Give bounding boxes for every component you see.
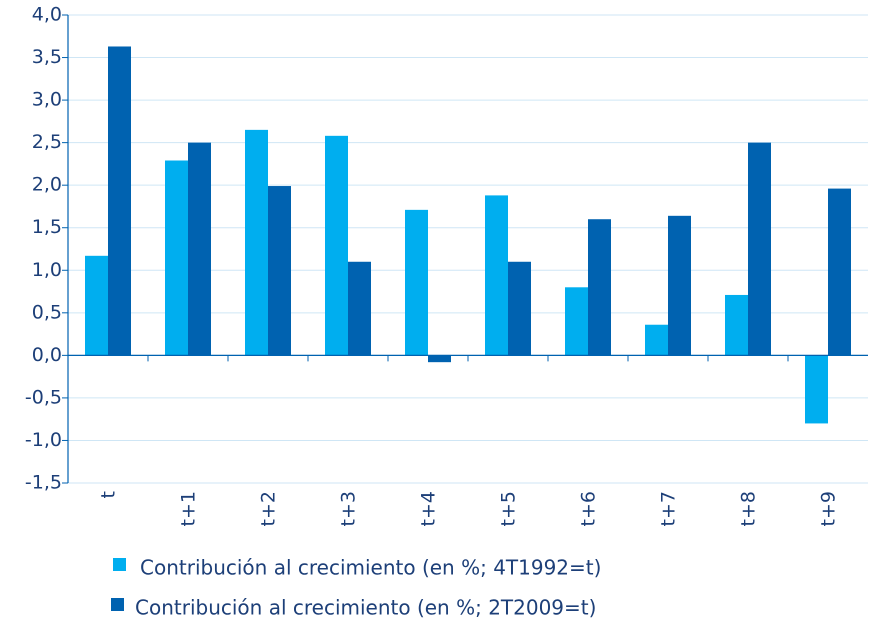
bar: [805, 355, 828, 424]
bar: [85, 255, 108, 356]
bar: [588, 219, 611, 356]
bar: [348, 261, 371, 356]
bar: [668, 215, 691, 356]
bar: [245, 129, 268, 356]
bar: [645, 324, 668, 356]
x-tick-label: t+7: [658, 491, 680, 526]
legend-swatch: [111, 598, 124, 611]
y-tick-label: -0,5: [25, 386, 62, 408]
bar: [428, 355, 451, 363]
y-tick-label: 3,5: [32, 46, 62, 68]
x-tick-label: t: [98, 491, 120, 498]
y-tick-label: 0,5: [32, 301, 62, 323]
bar: [325, 135, 348, 356]
bar: [108, 46, 131, 356]
x-tick-label: t+5: [498, 491, 520, 526]
legend-swatch: [113, 558, 126, 571]
y-tick-label: 4,0: [32, 4, 62, 26]
y-tick-label: 2,0: [32, 174, 62, 196]
x-tick-label: t+3: [338, 491, 360, 526]
bar: [828, 188, 851, 356]
bar: [725, 294, 748, 356]
y-tick-label: 1,0: [32, 259, 62, 281]
bar: [485, 195, 508, 356]
y-tick-label: 3,0: [32, 89, 62, 111]
legend-label: Contribución al crecimiento (en %; 2T200…: [135, 596, 596, 620]
x-tick-label: t+4: [418, 491, 440, 526]
y-tick-label: 1,5: [32, 216, 62, 238]
x-tick-label: t+6: [578, 491, 600, 526]
x-tick-label: t+2: [258, 491, 280, 526]
bar: [565, 287, 588, 356]
bar: [268, 186, 291, 356]
legend-label: Contribución al crecimiento (en %; 4T199…: [140, 556, 601, 580]
x-tick-label: t+9: [818, 491, 840, 526]
x-tick-label: t+8: [738, 491, 760, 526]
bar: [748, 142, 771, 356]
y-tick-label: -1,0: [25, 429, 62, 451]
y-tick-label: 2,5: [32, 131, 62, 153]
x-tick-label: t+1: [178, 491, 200, 526]
y-tick-label: -1,5: [25, 472, 62, 494]
y-tick-label: 0,0: [32, 344, 62, 366]
bar: [508, 261, 531, 356]
bar: [405, 209, 428, 356]
bar: [188, 142, 211, 356]
bar: [165, 160, 188, 356]
